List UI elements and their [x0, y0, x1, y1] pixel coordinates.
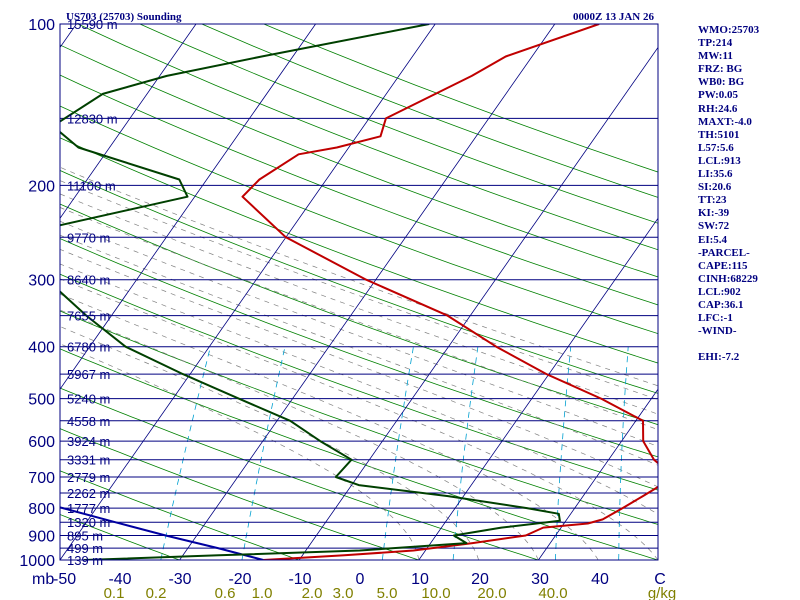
height-label: 11100 m [67, 178, 116, 193]
index-line: WMO:25703 [698, 24, 760, 36]
temperature-tick-label: -30 [168, 571, 191, 588]
height-label: 139 m [67, 553, 103, 568]
isotherm-line [60, 24, 197, 219]
height-label: 6780 m [67, 340, 110, 355]
index-line: FRZ: BG [698, 63, 743, 76]
height-label: 895 m [67, 529, 103, 544]
index-line: EI:5.4 [698, 233, 728, 246]
isotherm-line [60, 24, 436, 560]
mixing-ratio-label: 10.0 [421, 585, 450, 600]
index-line [698, 338, 759, 351]
profile-lines [60, 24, 658, 560]
index-line: -PARCEL- [698, 246, 750, 259]
height-label: 15590 m [67, 17, 118, 32]
index-line: RH:24.6 [698, 102, 738, 115]
mixing-ratio-label: g/kg [648, 585, 676, 600]
pressure-tick-label: 800 [28, 501, 55, 518]
height-label: 9770 m [67, 230, 110, 245]
temperature-tick-label: 40 [591, 571, 609, 588]
pressure-tick-label: 900 [28, 529, 55, 546]
temperature-tick-label: -40 [108, 571, 131, 588]
pressure-tick-label: 500 [28, 392, 55, 409]
temperature-tick-label: C [654, 571, 666, 588]
index-line: KI:-39 [698, 207, 730, 220]
mixing-ratio-label: 0.2 [146, 585, 167, 600]
index-line: TP:214 [698, 37, 733, 50]
height-label: 7655 m [67, 309, 110, 324]
temperature-tick-label: -50 [53, 571, 76, 588]
index-line: PW:0.05 [698, 89, 739, 102]
temperature-tick-label: 30 [531, 571, 549, 588]
mixing-ratio-label: 40.0 [538, 585, 567, 600]
index-line: TT:23 [698, 194, 727, 207]
temperature-profile-line [241, 24, 658, 560]
height-label: 3924 m [67, 434, 110, 449]
mixing-ratio-label: 1.0 [252, 585, 273, 600]
index-line: LCL:902 [698, 285, 741, 298]
mixing-ratio-label: 20.0 [477, 585, 506, 600]
index-line: CAPE:115 [698, 259, 748, 272]
height-label: 12830 m [67, 111, 118, 126]
index-line: MAXT:-4.0 [698, 115, 752, 128]
pressure-tick-label: 300 [28, 273, 55, 290]
index-line: EHI:-7.2 [698, 351, 740, 364]
plot-frame [59, 23, 659, 561]
pressure-tick-label: 700 [28, 470, 55, 487]
mixing-ratio-label: 2.0 [302, 585, 323, 600]
index-line: LI:35.6 [698, 168, 733, 181]
height-label: 2779 m [67, 470, 110, 485]
temperature-tick-label: 10 [411, 571, 429, 588]
pressure-tick-label: 600 [28, 434, 55, 451]
index-line: TH:5101 [698, 128, 740, 141]
index-line: LCL:913 [698, 154, 741, 167]
pressure-unit-label: mb [32, 571, 54, 588]
height-label: 1777 m [67, 501, 110, 516]
pressure-tick-label: 400 [28, 340, 55, 357]
pressure-tick-label: 200 [28, 178, 55, 195]
height-label: 1320 m [67, 515, 110, 530]
index-line: CINH:68229 [698, 272, 758, 285]
isotherm-line [538, 388, 658, 560]
height-label: 2262 m [67, 486, 110, 501]
mixing-ratio-label: 0.6 [215, 585, 236, 600]
temperature-tick-label: 20 [471, 571, 489, 588]
isotherm-line [179, 24, 556, 560]
index-line: SW:72 [698, 220, 730, 233]
temperature-tick-label: -20 [228, 571, 251, 588]
temperature-tick-label: 0 [356, 571, 365, 588]
parcel-trace-line [60, 506, 264, 560]
index-line: L57:5.6 [698, 141, 734, 154]
temperature-tick-label: -10 [288, 571, 311, 588]
height-label: 499 m [67, 541, 103, 556]
index-line: -WIND- [698, 325, 737, 338]
pressure-tick-label: 100 [28, 17, 55, 34]
isotherm-line [298, 46, 658, 560]
height-label: 4558 m [67, 414, 110, 429]
mixing-ratio-label: 0.1 [104, 585, 125, 600]
height-label: 8640 m [67, 273, 110, 288]
time-title: 0000Z 13 JAN 26 [573, 11, 654, 23]
isotherm-line [418, 217, 658, 560]
dewpoint-profile-line [60, 24, 561, 560]
mixing-ratio-label: 3.0 [333, 585, 354, 600]
height-label: 5240 m [67, 392, 110, 407]
index-line: CAP:36.1 [698, 298, 744, 311]
index-line: MW:11 [698, 50, 733, 63]
height-label: 5967 m [67, 367, 110, 382]
height-label: 3331 m [67, 453, 110, 468]
isotherm-line [60, 24, 316, 390]
index-line: SI:20.6 [698, 181, 732, 194]
stability-indices-panel: WMO:25703 TP:214 MW:11 FRZ: BG WB0: BG PW:0.0… [698, 24, 759, 364]
index-line: WB0: BG [698, 76, 745, 89]
index-line: LFC:-1 [698, 312, 733, 325]
pressure-tick-label: 1000 [19, 553, 55, 570]
mixing-ratio-label: 5.0 [377, 585, 398, 600]
station-title: US703 (25703) Sounding [66, 11, 182, 23]
